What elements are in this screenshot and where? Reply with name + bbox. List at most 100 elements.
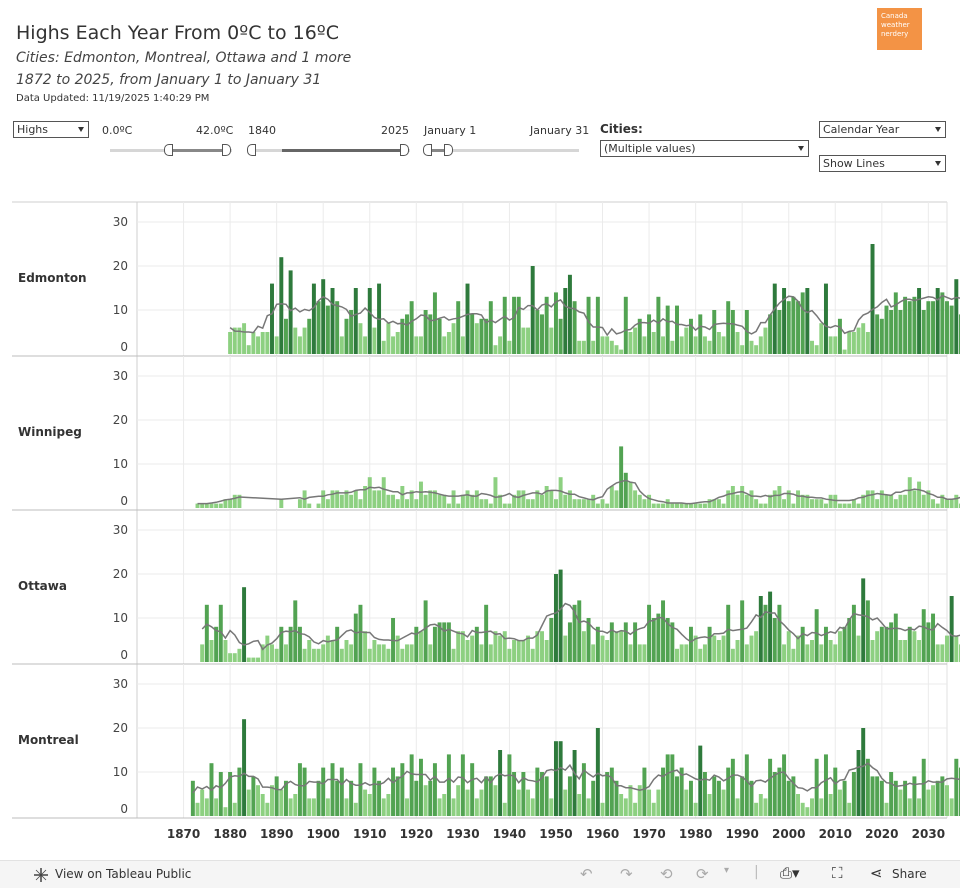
bar-winnipeg <box>521 490 525 508</box>
bar-montreal <box>372 768 376 816</box>
bar-edmonton <box>773 284 777 354</box>
bar-winnipeg <box>354 490 358 508</box>
x-tick-label: 1930 <box>446 827 479 841</box>
refresh-icon[interactable]: ⟳ <box>696 865 709 883</box>
panel-label-montreal: Montreal <box>18 733 79 747</box>
x-tick-label: 1890 <box>260 827 293 841</box>
bar-ottawa <box>503 631 507 662</box>
bar-edmonton <box>577 341 581 354</box>
bar-edmonton <box>703 336 707 354</box>
bar-montreal <box>200 790 204 816</box>
bar-ottawa <box>647 605 651 662</box>
bar-edmonton <box>317 301 321 354</box>
bar-ottawa <box>582 631 586 662</box>
x-tick-label: 1990 <box>725 827 758 841</box>
bar-edmonton <box>815 345 819 354</box>
bar-ottawa <box>233 653 237 662</box>
revert-icon[interactable]: ⟲ <box>660 865 673 883</box>
bar-edmonton <box>624 297 628 354</box>
bar-ottawa <box>205 605 209 662</box>
bar-montreal <box>331 763 335 816</box>
bar-ottawa <box>931 614 935 662</box>
bar-montreal <box>279 790 283 816</box>
bar-montreal <box>503 803 507 816</box>
bar-ottawa <box>498 636 502 662</box>
bar-winnipeg <box>596 504 600 508</box>
bar-winnipeg <box>880 490 884 508</box>
redo-icon[interactable]: ↷ <box>620 865 633 883</box>
bar-montreal <box>871 776 875 816</box>
bar-ottawa <box>200 644 204 662</box>
bar-ottawa <box>861 578 865 662</box>
bar-edmonton <box>265 332 269 354</box>
bar-ottawa <box>871 640 875 662</box>
bar-edmonton <box>615 345 619 354</box>
bar-montreal <box>624 798 628 816</box>
bar-montreal <box>908 798 912 816</box>
bar-edmonton <box>303 328 307 354</box>
bar-edmonton <box>438 319 442 354</box>
bar-winnipeg <box>726 490 730 508</box>
bar-montreal <box>684 790 688 816</box>
bar-edmonton <box>852 332 856 354</box>
bar-ottawa <box>540 631 544 662</box>
bar-winnipeg <box>368 477 372 508</box>
bar-ottawa <box>922 609 926 662</box>
bar-ottawa <box>433 627 437 662</box>
bar-ottawa <box>801 627 805 662</box>
bar-montreal <box>843 781 847 816</box>
bar-edmonton <box>922 310 926 354</box>
bar-edmonton <box>619 350 623 354</box>
bar-ottawa <box>284 644 288 662</box>
bar-ottawa <box>237 649 241 662</box>
undo-icon[interactable]: ↶ <box>580 865 593 883</box>
trend-line-edmonton <box>230 296 960 336</box>
bar-ottawa <box>833 644 837 662</box>
share-icon[interactable]: ⋖ <box>870 864 883 882</box>
y-tick-label: 10 <box>113 303 128 317</box>
bar-montreal <box>801 803 805 816</box>
bar-edmonton <box>861 323 865 354</box>
share-button[interactable]: Share <box>892 867 927 881</box>
bar-montreal <box>223 807 227 816</box>
chevron-down-icon[interactable]: ▾ <box>724 865 729 876</box>
bar-montreal <box>461 754 465 816</box>
bar-ottawa <box>251 658 255 662</box>
bar-edmonton <box>331 288 335 354</box>
bar-montreal <box>363 790 367 816</box>
bar-edmonton <box>768 314 772 354</box>
bar-montreal <box>531 798 535 816</box>
bar-montreal <box>675 776 679 816</box>
bar-winnipeg <box>396 499 400 508</box>
bar-ottawa <box>684 644 688 662</box>
bar-edmonton <box>759 336 763 354</box>
bar-winnipeg <box>945 499 949 508</box>
bar-ottawa <box>456 631 460 662</box>
bar-ottawa <box>410 644 414 662</box>
bar-montreal <box>694 803 698 816</box>
bar-ottawa <box>601 636 605 662</box>
bar-ottawa <box>633 622 637 662</box>
bar-edmonton <box>480 319 484 354</box>
bar-ottawa <box>768 592 772 662</box>
bar-montreal <box>880 781 884 816</box>
download-icon[interactable]: ⎙▾ <box>780 864 800 882</box>
bar-ottawa <box>898 640 902 662</box>
bar-edmonton <box>247 345 251 354</box>
bar-ottawa <box>377 644 381 662</box>
bar-ottawa <box>242 587 246 662</box>
bar-edmonton <box>628 332 632 354</box>
bar-montreal <box>912 776 916 816</box>
bar-edmonton <box>829 336 833 354</box>
bar-montreal <box>922 759 926 816</box>
bar-ottawa <box>829 640 833 662</box>
bar-montreal <box>861 728 865 816</box>
bar-edmonton <box>307 319 311 354</box>
view-on-tableau-link[interactable]: View on Tableau Public <box>55 867 191 881</box>
bar-edmonton <box>270 284 274 354</box>
x-tick-label: 1940 <box>493 827 526 841</box>
fullscreen-icon[interactable]: ⛶ <box>832 864 843 882</box>
bar-montreal <box>559 741 563 816</box>
bar-ottawa <box>317 649 321 662</box>
bar-winnipeg <box>791 504 795 508</box>
